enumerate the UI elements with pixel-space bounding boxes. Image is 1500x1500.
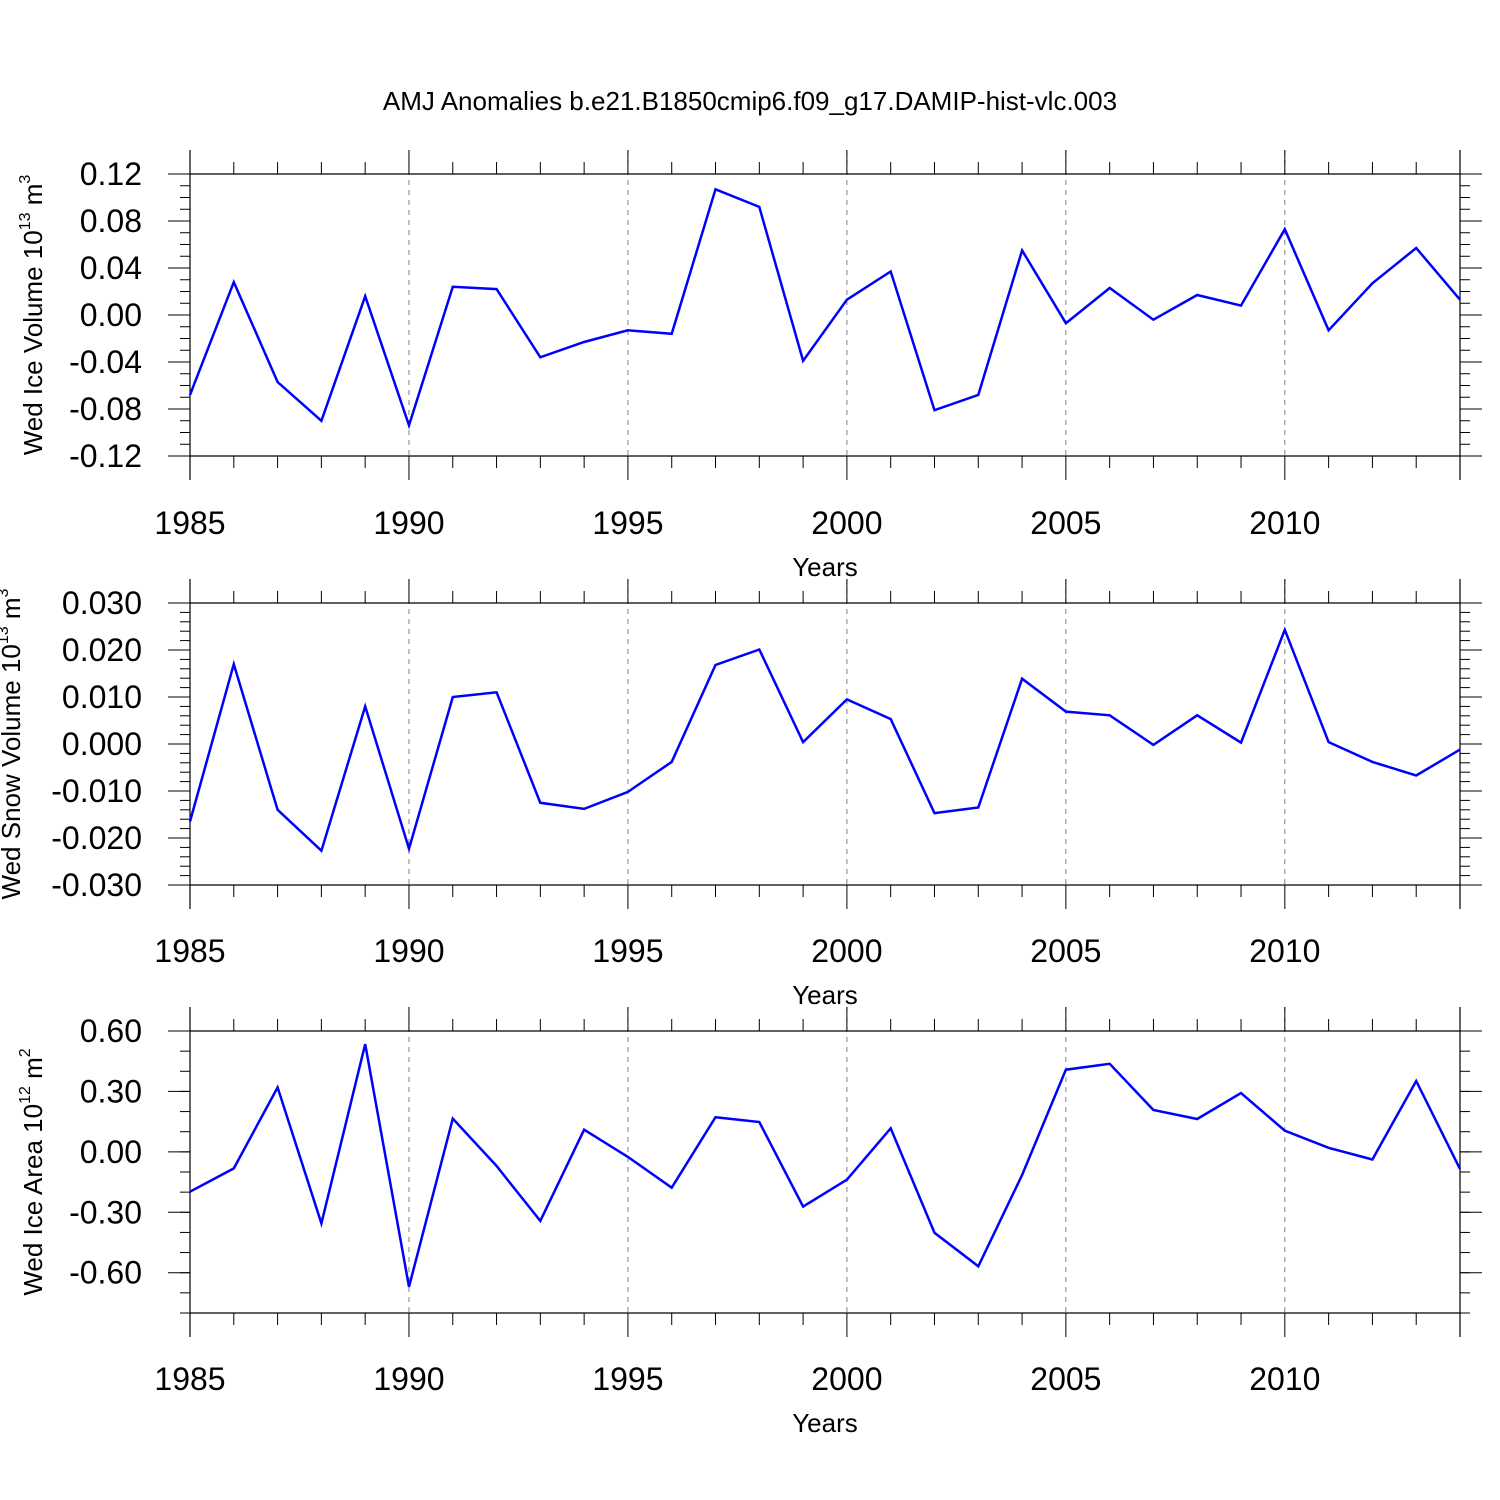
x-tick-label: 2000 [811,933,882,969]
x-tick-label: 2010 [1249,933,1320,969]
x-tick-label: 1995 [592,933,663,969]
y-axis-label: Wed Ice Area 1012 m2 [17,1048,48,1295]
x-axis-label: Years [792,980,858,1010]
series-line-snow-volume [188,626,1461,854]
x-tick-label: 1985 [154,505,225,541]
y-tick-label: -0.04 [69,344,142,380]
y-tick-label: -0.08 [69,391,142,427]
y-tick-label: 0.12 [80,156,142,192]
x-tick-label: 2005 [1030,933,1101,969]
x-axis-label: Years [792,552,858,582]
y-tick-label: -0.60 [69,1255,142,1291]
x-tick-label: 2000 [811,1361,882,1397]
y-axis-label-unit: m [0,597,26,626]
y-tick-label: 0.030 [62,585,142,621]
y-tick-label: -0.30 [69,1194,142,1230]
y-tick-label: 0.010 [62,679,142,715]
y-axis-label: Wed Ice Volume 1013 m3 [17,175,48,456]
y-axis-label-text: Wed Ice Volume 10 [18,230,48,455]
x-tick-label: 2000 [811,505,882,541]
y-tick-label: 0.020 [62,632,142,668]
y-axis-label-unit-exponent: 3 [17,175,34,184]
y-axis-label-unit: m [18,1057,48,1086]
series-line-ice-area [189,1043,1462,1288]
x-axis-label: Years [792,1408,858,1438]
y-tick-label: -0.12 [69,438,142,474]
y-tick-label: 0.30 [80,1073,142,1109]
y-axis-label-text: Wed Snow Volume 10 [0,644,26,899]
x-tick-label: 1985 [154,1361,225,1397]
y-axis-label-text: Wed Ice Area 10 [18,1104,48,1296]
y-tick-label: -0.010 [51,773,142,809]
figure-title: AMJ Anomalies b.e21.B1850cmip6.f09_g17.D… [383,86,1117,116]
y-axis-label-exponent: 13 [0,626,12,644]
series-line-ice-volume [188,187,1461,430]
y-axis-label-unit-exponent: 3 [0,588,12,597]
y-axis-label: Wed Snow Volume 1013 m3 [0,588,26,899]
x-tick-label: 1990 [373,1361,444,1397]
x-tick-label: 1990 [373,505,444,541]
y-axis-label-exponent: 13 [17,212,34,230]
x-tick-label: 1995 [592,1361,663,1397]
y-tick-label: -0.020 [51,820,142,856]
panel-snow-volume: -0.030 -0.020 -0.010 0.000 0.010 0.020 0.030 19… [0,579,1482,1010]
y-axis-label-unit: m [18,184,48,213]
y-tick-label: 0.00 [80,1134,142,1170]
panel-ice-volume: -0.12 -0.08 -0.04 0.00 0.04 0.08 0.12 1985 1990 1… [17,150,1482,582]
y-tick-label: 0.60 [80,1013,142,1049]
x-tick-label: 1990 [373,933,444,969]
panel-ice-area: -0.60 -0.30 0.00 0.30 0.60 1985 1990 1995 2000 20… [17,1007,1482,1438]
x-tick-label: 2005 [1030,1361,1101,1397]
x-tick-label: 2010 [1249,505,1320,541]
x-tick-label: 1985 [154,933,225,969]
y-axis-label-exponent: 12 [17,1086,34,1104]
y-axis-label-unit-exponent: 2 [17,1048,34,1057]
x-tick-label: 2010 [1249,1361,1320,1397]
x-tick-label: 2005 [1030,505,1101,541]
y-tick-label: -0.030 [51,867,142,903]
y-tick-label: 0.000 [62,726,142,762]
y-tick-label: 0.08 [80,203,142,239]
y-tick-label: 0.00 [80,297,142,333]
y-tick-label: 0.04 [80,250,142,286]
x-tick-label: 1995 [592,505,663,541]
